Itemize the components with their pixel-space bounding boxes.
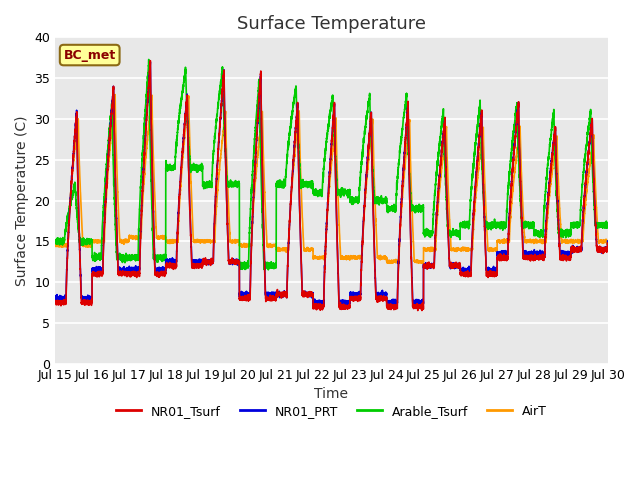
Y-axis label: Surface Temperature (C): Surface Temperature (C) xyxy=(15,115,29,286)
Arable_Tsurf xyxy=(471,152,479,157)
Arable_Tsurf xyxy=(145,57,152,62)
Title: Surface Temperature: Surface Temperature xyxy=(237,15,426,33)
Arable_Tsurf xyxy=(261,267,269,273)
Arable_Tsurf xyxy=(455,228,463,234)
NR01_PRT xyxy=(313,298,321,304)
Line: Arable_Tsurf: Arable_Tsurf xyxy=(55,60,607,270)
NR01_PRT xyxy=(416,303,424,309)
NR01_Tsurf xyxy=(580,193,588,199)
Arable_Tsurf xyxy=(51,239,59,244)
NR01_Tsurf xyxy=(418,308,426,313)
Line: NR01_Tsurf: NR01_Tsurf xyxy=(55,60,607,311)
AirT xyxy=(239,242,247,248)
NR01_PRT xyxy=(51,295,59,301)
NR01_Tsurf xyxy=(604,240,611,246)
Arable_Tsurf xyxy=(239,263,247,268)
Arable_Tsurf xyxy=(604,224,611,230)
NR01_Tsurf xyxy=(51,299,59,305)
NR01_Tsurf xyxy=(313,304,321,310)
Text: BC_met: BC_met xyxy=(63,48,116,61)
Arable_Tsurf xyxy=(580,156,588,162)
Arable_Tsurf xyxy=(574,225,582,231)
AirT xyxy=(111,92,119,97)
Legend: NR01_Tsurf, NR01_PRT, Arable_Tsurf, AirT: NR01_Tsurf, NR01_PRT, Arable_Tsurf, AirT xyxy=(111,400,552,423)
X-axis label: Time: Time xyxy=(314,387,348,401)
NR01_Tsurf xyxy=(574,248,582,254)
AirT xyxy=(574,240,582,245)
NR01_PRT xyxy=(147,59,154,65)
Line: NR01_PRT: NR01_PRT xyxy=(55,62,607,306)
NR01_PRT xyxy=(455,263,463,268)
NR01_PRT xyxy=(471,192,479,198)
NR01_Tsurf xyxy=(147,58,154,63)
NR01_Tsurf xyxy=(455,262,463,267)
NR01_Tsurf xyxy=(471,194,479,200)
NR01_PRT xyxy=(574,244,582,250)
Line: AirT: AirT xyxy=(55,95,607,264)
AirT xyxy=(455,247,463,252)
AirT xyxy=(51,242,59,248)
AirT xyxy=(419,261,427,267)
AirT xyxy=(313,255,321,261)
NR01_PRT xyxy=(580,193,588,199)
NR01_Tsurf xyxy=(239,296,247,301)
AirT xyxy=(471,208,479,214)
NR01_PRT xyxy=(604,238,611,244)
Arable_Tsurf xyxy=(313,189,321,195)
NR01_PRT xyxy=(239,291,247,297)
AirT xyxy=(604,238,611,244)
AirT xyxy=(580,212,588,217)
